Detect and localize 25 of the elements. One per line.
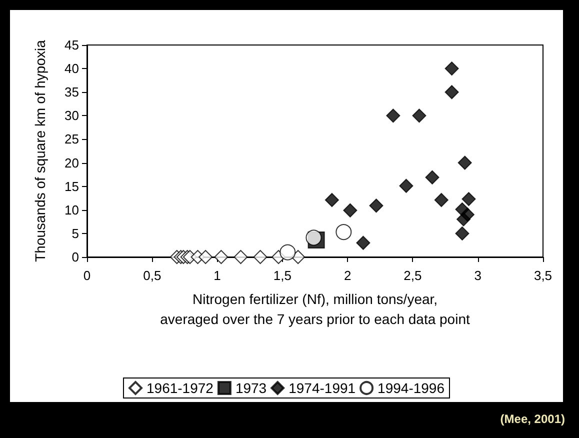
y-tick-label: 45 (64, 38, 79, 52)
x-tick-label: 0,5 (143, 268, 162, 283)
legend-label: 1961-1972 (146, 380, 214, 396)
y-tick-label: 40 (64, 61, 79, 76)
y-tick-label: 5 (72, 226, 79, 241)
y-tick-label: 20 (64, 155, 79, 170)
y-tick-label: 25 (64, 132, 79, 147)
legend-label: 1974-1991 (288, 380, 356, 396)
y-tick-label: 15 (64, 178, 79, 194)
legend-label: 1973 (235, 380, 267, 396)
x-tick-label: 2 (344, 268, 352, 283)
y-tick-label: 30 (64, 108, 79, 124)
y-tick-label: 0 (72, 250, 79, 264)
x-tick-label: 2,5 (404, 268, 422, 283)
x-tick-label: 0 (83, 268, 91, 283)
y-axis-title: Thousands of square km of hypoxia (32, 40, 48, 262)
y-tick-label: 35 (64, 84, 79, 100)
text: (Mee, 2001) (500, 412, 565, 426)
x-axis-title: Nitrogen fertilizer (Nf), million tons/year, averaged over the 7 years prior to each data point (160, 291, 470, 327)
y-tick-label: 10 (64, 202, 79, 218)
legend-label: 1994-1996 (378, 380, 445, 396)
x-tick-label: 1,5 (273, 268, 292, 283)
x-tick-label: 1 (214, 268, 221, 283)
x-tick-label: 3,5 (534, 268, 552, 283)
x-tick-label: 3 (474, 268, 482, 283)
